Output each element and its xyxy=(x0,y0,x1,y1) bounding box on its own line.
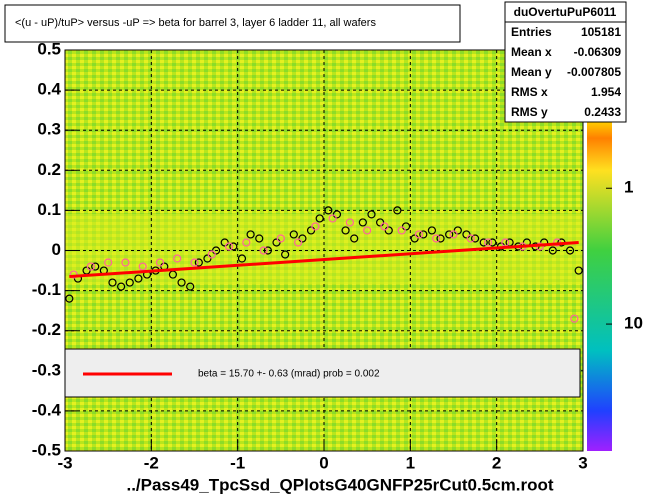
x-tick-label: -2 xyxy=(144,453,159,472)
point xyxy=(445,230,454,239)
y-tick-label: 0.3 xyxy=(37,120,61,139)
point xyxy=(350,234,359,243)
point xyxy=(358,218,367,227)
stats-label: Mean y xyxy=(511,65,552,79)
point xyxy=(177,278,186,287)
point xyxy=(479,238,488,247)
stats-label: RMS x xyxy=(511,85,548,99)
point xyxy=(173,254,182,263)
stats-value: 0.2433 xyxy=(584,105,621,119)
point xyxy=(470,234,480,243)
title-box xyxy=(4,4,461,43)
point xyxy=(367,210,376,219)
point xyxy=(436,234,445,243)
stats-label: Mean x xyxy=(511,45,552,59)
point xyxy=(108,278,117,287)
point xyxy=(432,234,441,243)
point xyxy=(237,254,247,263)
stats-value: -0.007805 xyxy=(567,65,621,79)
x-axis-label: ../Pass49_TpcSsd_QPlotsG40GNFP25rCut0.5c… xyxy=(126,475,553,494)
point xyxy=(86,262,96,271)
point xyxy=(449,230,458,239)
legend-label: beta = 15.70 +- 0.63 (mrad) prob = 0.002 xyxy=(198,369,380,380)
point xyxy=(104,258,113,267)
fit-line xyxy=(69,240,579,279)
point xyxy=(397,226,406,235)
point xyxy=(207,250,216,259)
point xyxy=(91,262,100,271)
point xyxy=(117,282,126,291)
point xyxy=(380,222,389,231)
point xyxy=(259,246,268,255)
point xyxy=(65,294,74,303)
point xyxy=(281,250,290,259)
y-tick-label: -0.2 xyxy=(32,320,61,339)
y-tick-label: -0.4 xyxy=(32,400,62,419)
y-tick-label: 0.5 xyxy=(37,39,61,58)
z-tick-label: 10 xyxy=(624,314,643,333)
y-tick-label: 0.4 xyxy=(37,80,61,99)
y-tick-label: -0.1 xyxy=(32,280,61,299)
x-tick-label: 1 xyxy=(406,453,415,472)
point xyxy=(255,234,264,243)
x-tick-label: 2 xyxy=(492,453,501,472)
point xyxy=(134,274,143,283)
point xyxy=(186,282,195,291)
point xyxy=(276,234,285,243)
point xyxy=(125,278,134,287)
y-tick-label: 0.1 xyxy=(37,200,61,219)
point xyxy=(294,238,303,247)
point xyxy=(315,214,324,223)
point xyxy=(565,246,575,255)
point xyxy=(363,226,372,235)
point xyxy=(419,230,428,239)
point xyxy=(548,246,557,255)
y-tick-label: -0.5 xyxy=(32,440,61,459)
point xyxy=(242,238,251,247)
point xyxy=(229,242,238,251)
x-tick-label: 3 xyxy=(578,453,587,472)
point xyxy=(393,206,402,215)
point xyxy=(483,238,493,247)
stats-title: duOvertuPuP6011 xyxy=(514,5,617,19)
point xyxy=(488,238,497,247)
point xyxy=(574,266,583,275)
point xyxy=(121,258,130,267)
point xyxy=(414,230,424,239)
stats-label: RMS y xyxy=(511,105,548,119)
x-tick-label: -1 xyxy=(230,453,245,472)
z-tick-label: 1 xyxy=(624,178,633,197)
chart-title: <(u - uP)/tuP> versus -uP => beta for ba… xyxy=(15,17,376,29)
y-tick-label: -0.3 xyxy=(32,360,61,379)
x-tick-label: 0 xyxy=(319,453,328,472)
point xyxy=(246,230,255,239)
plot-frame xyxy=(64,49,584,452)
point xyxy=(341,226,350,235)
point xyxy=(263,246,272,255)
point xyxy=(570,314,579,323)
point xyxy=(427,226,437,235)
stats-value: 1.954 xyxy=(591,85,621,99)
x-tick-label: -3 xyxy=(57,453,72,472)
stats-value: -0.06309 xyxy=(574,45,622,59)
point xyxy=(194,258,203,267)
point xyxy=(328,214,337,223)
point xyxy=(289,230,298,239)
y-tick-label: 0.2 xyxy=(37,160,61,179)
stats-label: Entries xyxy=(511,25,552,39)
stats-box xyxy=(504,1,627,123)
y-tick-label: 0 xyxy=(52,240,61,259)
point xyxy=(324,206,333,215)
point xyxy=(466,234,475,243)
point xyxy=(155,258,165,267)
point xyxy=(224,242,234,251)
point xyxy=(311,222,320,231)
point xyxy=(138,262,147,271)
stats-value: 105181 xyxy=(581,25,621,39)
point xyxy=(345,218,354,227)
point xyxy=(190,258,199,267)
